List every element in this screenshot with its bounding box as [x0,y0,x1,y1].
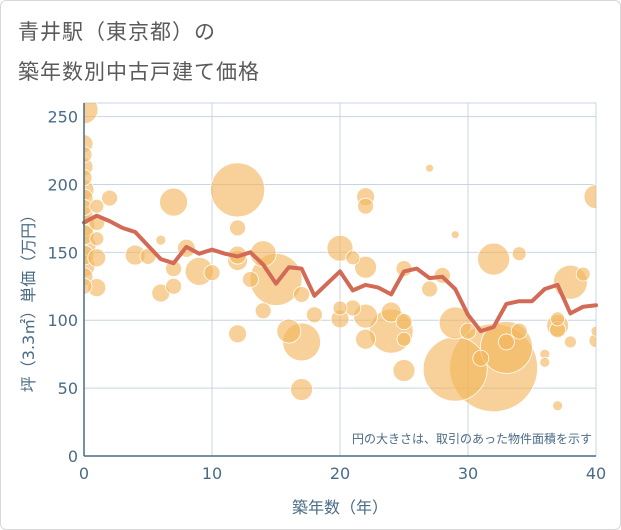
bubble-point [583,184,596,210]
bubble-point [422,336,488,402]
bubble-point [276,318,302,344]
bubble-point [228,324,248,344]
trend-line-group [82,213,598,334]
bubble-point [305,306,323,324]
bubble-point [354,255,378,279]
bubble-point [459,322,477,340]
bubble-point [101,189,118,207]
bubble-point [165,277,183,295]
bubble-point [84,169,93,187]
bubble-point [290,378,314,401]
bubble-point [590,325,596,337]
bubble-point [155,234,167,246]
bubble-point [203,264,221,282]
x-tick-label: 30 [458,464,478,483]
bubble-point [450,230,460,240]
bubble-point [84,146,93,163]
bubble-point [229,219,247,237]
bubble-point [332,300,348,316]
chart-title-line2: 築年数別中古戸建て価格 [18,60,260,84]
bubble-point [357,197,375,215]
bubble-point [84,277,93,295]
chart-title-line1: 青井駅（東京都）の [18,20,216,44]
x-tick-label: 40 [586,464,606,483]
x-tick-label: 10 [202,464,222,483]
bubble-point [552,400,563,412]
bubble-point [588,333,596,348]
bubble-point [539,356,551,368]
bubble-point [241,271,259,288]
x-tick-label: 0 [79,464,89,483]
axes: 0 50 100 150 200 250 0 10 20 30 40 [47,103,606,483]
bubble-point [210,162,266,218]
y-tick-label: 100 [47,311,78,330]
bubble-point [84,103,99,125]
bubble-point [497,333,515,351]
bubble-point [421,280,439,298]
bubble-point [380,301,402,323]
bubble-size-note: 円の大きさは、取引のあった物件面積を示す [352,431,592,446]
bubble-point [392,359,416,382]
bubble-series [84,103,596,413]
y-tick-label: 0 [68,447,78,466]
bubble-point [254,302,272,320]
bubble-point [87,248,107,268]
bubble-point [159,187,189,217]
bubble-point [477,242,511,276]
x-axis-label: 築年数（年） [292,498,388,517]
y-axis-label: 坪（3.3㎡）単価（万円） [19,207,38,392]
bubble-point [472,349,490,367]
bubble-point [355,328,377,350]
bubble-point [510,322,528,340]
bubble-point [575,266,591,282]
bubble-point [396,331,412,347]
y-tick-label: 200 [47,175,78,194]
bubble-point [293,286,311,303]
bubble-point [89,231,105,247]
bubble-point [345,250,361,266]
y-tick-label: 150 [47,243,78,262]
bubble-point [425,163,435,173]
bubble-point [89,198,105,214]
bubble-point [550,311,565,327]
bubble-point [511,246,527,262]
x-tick-label: 20 [330,464,350,483]
bubble-point [395,313,413,330]
bubble-point [564,335,577,349]
trend-line [82,213,598,334]
y-tick-label: 250 [47,108,78,127]
y-tick-label: 50 [58,379,78,398]
